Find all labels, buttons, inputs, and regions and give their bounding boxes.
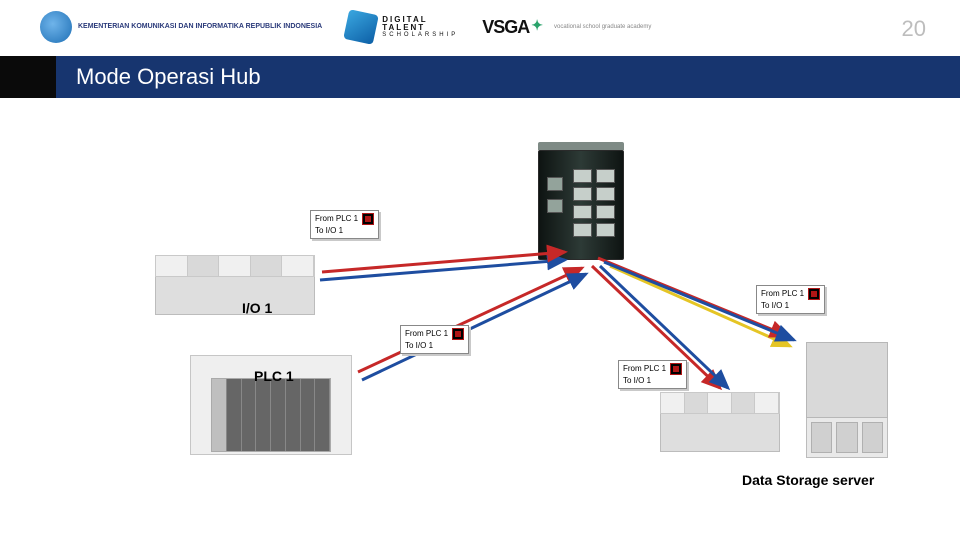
kominfo-text: KEMENTERIAN KOMUNIKASI DAN INFORMATIKA R… (78, 23, 322, 31)
slide: KEMENTERIAN KOMUNIKASI DAN INFORMATIKA R… (0, 0, 960, 540)
server-device (806, 342, 888, 462)
vsga-text: VSGA (482, 17, 529, 38)
hub-device (538, 142, 624, 260)
pkt-marker-icon (452, 328, 464, 340)
pkt1-to: To I/O 1 (315, 227, 374, 236)
packet-label-4: From PLC 1 To I/O 1 (756, 285, 825, 314)
logo-row: KEMENTERIAN KOMUNIKASI DAN INFORMATIKA R… (40, 6, 920, 48)
io1-device (155, 255, 315, 315)
io2-device (660, 392, 780, 452)
io1-label: I/O 1 (242, 300, 272, 316)
pkt1-from: From PLC 1 (315, 214, 358, 223)
vsga-subtext: vocational school graduate academy (554, 24, 651, 30)
server-label: Data Storage server (742, 472, 874, 488)
packet-label-3: From PLC 1 To I/O 1 (618, 360, 687, 389)
dts-line3: SCHOLARSHIP (382, 32, 458, 38)
pkt2-to: To I/O 1 (405, 342, 464, 351)
page-number: 20 (902, 16, 926, 42)
pkt2-from: From PLC 1 (405, 329, 448, 338)
plc1-label: PLC 1 (254, 368, 294, 384)
pkt3-to: To I/O 1 (623, 377, 682, 386)
pkt-marker-icon (362, 213, 374, 225)
dts-line2: TALENT (382, 24, 458, 32)
vsga-star-icon: ✦ (531, 17, 542, 34)
pkt-marker-icon (670, 363, 682, 375)
pkt4-from: From PLC 1 (761, 289, 804, 298)
pkt4-to: To I/O 1 (761, 302, 820, 311)
title-accent (0, 56, 56, 98)
slide-title: Mode Operasi Hub (76, 56, 261, 98)
packet-label-2: From PLC 1 To I/O 1 (400, 325, 469, 354)
kominfo-globe-icon (40, 11, 72, 43)
packet-label-1: From PLC 1 To I/O 1 (310, 210, 379, 239)
logo-dts: DIGITAL TALENT SCHOLARSHIP (346, 12, 458, 42)
dts-cube-icon (343, 9, 379, 45)
vsga-wordmark: VSGA ✦ (482, 17, 542, 38)
logo-vsga: VSGA ✦ vocational school graduate academ… (482, 17, 651, 38)
logo-kominfo: KEMENTERIAN KOMUNIKASI DAN INFORMATIKA R… (40, 11, 322, 43)
pkt3-from: From PLC 1 (623, 364, 666, 373)
pkt-marker-icon (808, 288, 820, 300)
